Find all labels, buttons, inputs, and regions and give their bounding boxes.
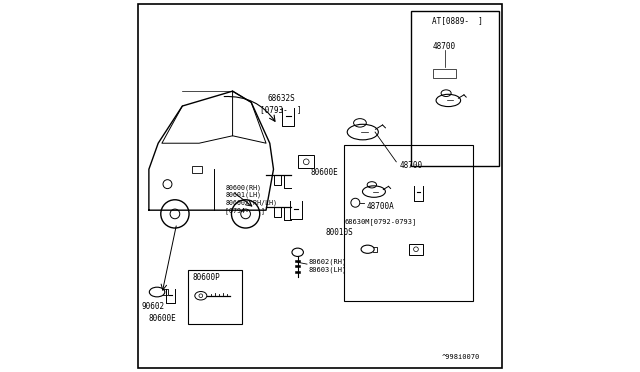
Text: 80600(RH)
80601(LH)
80600X(RH/LH)
[0794-   ]: 80600(RH) 80601(LH) 80600X(RH/LH) [0794-… [225, 185, 277, 214]
Text: 48700: 48700 [433, 42, 456, 51]
Bar [274, 207, 281, 217]
Bar [298, 155, 314, 169]
Text: 90602: 90602 [141, 302, 164, 311]
Bar [295, 265, 300, 267]
Text: 80600E: 80600E [148, 314, 176, 323]
Bar [433, 69, 456, 78]
Bar [411, 11, 499, 166]
Text: 80010S: 80010S [326, 228, 353, 237]
Text: 80602(RH)
80603(LH): 80602(RH) 80603(LH) [309, 259, 347, 273]
Bar [410, 244, 422, 254]
Text: 80600E: 80600E [310, 169, 339, 177]
Text: 48700A: 48700A [367, 202, 394, 211]
Text: 80600P: 80600P [193, 273, 220, 282]
Text: 68632S
[0793-  ]: 68632S [0793- ] [260, 94, 301, 114]
Text: AT[0889-  ]: AT[0889- ] [431, 16, 483, 25]
Bar [344, 145, 472, 301]
Bar [295, 260, 300, 262]
Text: 48700: 48700 [400, 161, 423, 170]
Text: ^998i0070: ^998i0070 [442, 354, 481, 360]
Bar [188, 270, 242, 324]
Text: 68630M[0792-0793]: 68630M[0792-0793] [344, 218, 417, 225]
Bar [274, 175, 281, 185]
Bar [191, 166, 202, 173]
Bar [295, 271, 300, 273]
